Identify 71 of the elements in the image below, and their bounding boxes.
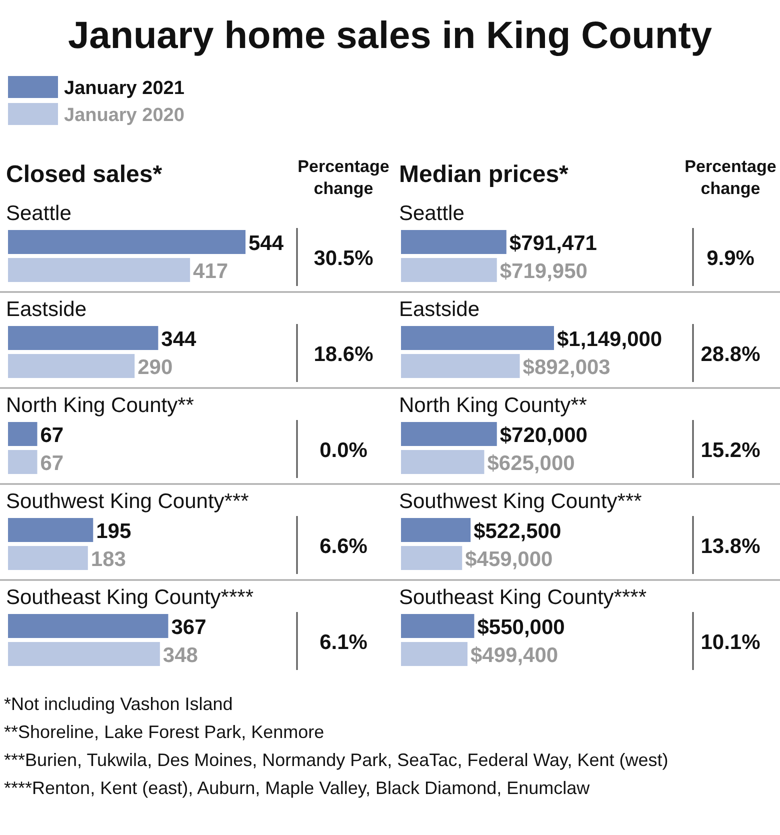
legend-label: January 2021 <box>64 78 185 99</box>
bar <box>401 518 471 542</box>
bar <box>401 614 474 638</box>
data-label: 544 <box>248 232 284 255</box>
data-label: $522,500 <box>474 520 562 543</box>
y-tick-label: Southeast King County**** <box>6 586 254 609</box>
bar <box>401 326 554 350</box>
y-tick-label: North King County** <box>6 394 194 417</box>
data-label: $499,400 <box>470 644 558 667</box>
data-label: 290 <box>138 356 173 379</box>
bar <box>8 518 94 542</box>
text: 30.5% <box>314 247 374 270</box>
bar <box>8 230 246 254</box>
data-label: $892,003 <box>522 356 610 379</box>
bar <box>401 546 462 570</box>
text: 6.1% <box>320 631 368 654</box>
bar <box>8 546 88 570</box>
bar <box>401 422 497 446</box>
bar <box>8 450 38 474</box>
bar <box>8 326 158 350</box>
data-label: 367 <box>171 616 206 639</box>
data-label: 195 <box>96 520 132 543</box>
data-label: $459,000 <box>465 548 553 571</box>
text: ****Renton, Kent (east), Auburn, Maple Valley, Black Diamond, Enumclaw <box>4 778 591 798</box>
bar <box>401 230 506 254</box>
text: 15.2% <box>700 439 761 462</box>
data-label: 183 <box>90 548 126 571</box>
data-label: 417 <box>193 260 228 283</box>
data-label: 67 <box>40 452 64 475</box>
text: Percentage change <box>298 157 390 198</box>
bar <box>8 354 135 378</box>
text: 18.6% <box>314 343 374 366</box>
data-label: 67 <box>40 424 64 447</box>
data-label: $719,950 <box>500 260 588 283</box>
bar <box>8 258 190 282</box>
text: January home sales in King County <box>68 15 712 57</box>
y-tick-label: Southwest King County*** <box>399 490 642 513</box>
text: ***Burien, Tukwila, Des Moines, Normandy Park, SeaTac, Federal Way, Kent (west) <box>4 750 668 770</box>
data-label: $1,149,000 <box>557 328 662 351</box>
chart-subtitle: Closed sales* <box>6 161 163 188</box>
y-tick-label: Southeast King County**** <box>399 586 646 609</box>
data-label: $720,000 <box>500 424 588 447</box>
text: **Shoreline, Lake Forest Park, Kenmore <box>4 722 324 742</box>
text: 9.9% <box>706 247 755 270</box>
text: Percentage change <box>684 157 776 198</box>
text: 28.8% <box>700 343 761 366</box>
y-tick-label: North King County** <box>399 394 587 417</box>
text: *Not including Vashon Island <box>4 694 233 714</box>
data-label: $625,000 <box>487 452 575 475</box>
data-label: $550,000 <box>477 616 565 639</box>
data-label: 348 <box>162 644 198 667</box>
bar <box>8 422 38 446</box>
bar <box>8 614 168 638</box>
text: 0.0% <box>320 439 368 462</box>
bar <box>401 642 468 666</box>
y-tick-label: Seattle <box>6 202 72 225</box>
data-label: $791,471 <box>509 232 598 255</box>
y-tick-label: Southwest King County*** <box>6 490 249 513</box>
data-label: 344 <box>161 328 197 351</box>
y-tick-label: Eastside <box>399 298 480 321</box>
bar <box>401 258 497 282</box>
text: 6.6% <box>320 535 368 558</box>
bar <box>8 642 160 666</box>
bar <box>401 450 484 474</box>
bar <box>401 354 520 378</box>
legend-label: January 2020 <box>64 105 184 126</box>
y-tick-label: Eastside <box>6 298 87 321</box>
text: 13.8% <box>700 535 761 558</box>
y-tick-label: Seattle <box>399 202 464 225</box>
text: 10.1% <box>700 631 761 654</box>
chart-title: Median prices* <box>399 161 570 188</box>
